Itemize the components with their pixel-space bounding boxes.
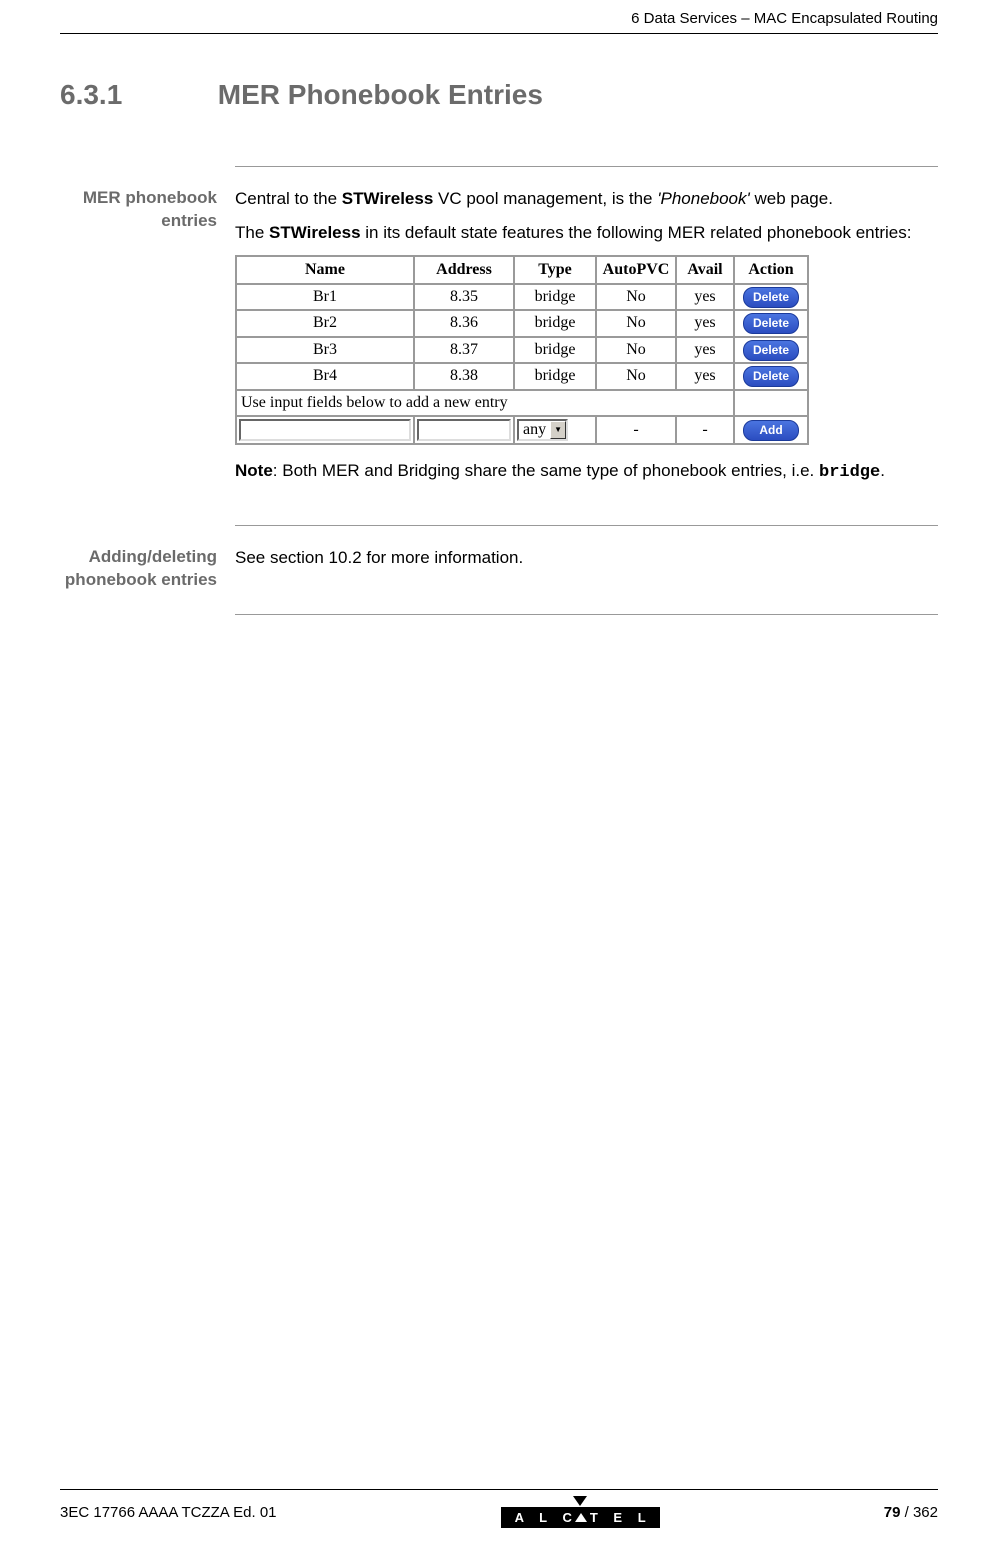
col-type: Type [514, 256, 596, 284]
add-button[interactable]: Add [743, 420, 799, 441]
table-hint-row: Use input fields below to add a new entr… [236, 390, 808, 416]
note-paragraph: Note: Both MER and Bridging share the sa… [235, 459, 938, 485]
chapter-title: 6 Data Services – MAC Encapsulated Routi… [631, 10, 938, 27]
table-header-row: Name Address Type AutoPVC Avail Action [236, 256, 808, 284]
col-address: Address [414, 256, 514, 284]
col-name: Name [236, 256, 414, 284]
table-input-row: any ▼ - - Add [236, 416, 808, 444]
chevron-down-icon: ▼ [550, 421, 566, 439]
delete-button[interactable]: Delete [743, 313, 799, 334]
triangle-up-icon [575, 1513, 587, 1522]
table-row: Br1 8.35 bridge No yes Delete [236, 284, 808, 310]
section-heading: 6.3.1 MER Phonebook Entries [0, 34, 998, 111]
section-title: MER Phonebook Entries [218, 79, 543, 110]
table-row: Br4 8.38 bridge No yes Delete [236, 363, 808, 389]
margin-label-adding: Adding/deleting phonebook entries [0, 546, 235, 592]
section-number: 6.3.1 [60, 79, 210, 111]
doc-id: 3EC 17766 AAAA TCZZA Ed. 01 [60, 1504, 277, 1521]
triangle-down-icon [573, 1496, 587, 1506]
phonebook-table: Name Address Type AutoPVC Avail Action B… [235, 255, 809, 446]
col-action: Action [734, 256, 808, 284]
delete-button[interactable]: Delete [743, 340, 799, 361]
content-block-mer-entries: MER phonebook entries Central to the STW… [0, 166, 998, 495]
body-text-adding: See section 10.2 for more information. [235, 546, 938, 592]
col-autopvc: AutoPVC [596, 256, 676, 284]
delete-button[interactable]: Delete [743, 287, 799, 308]
body-text-mer: Central to the STWireless VC pool manage… [235, 187, 938, 495]
running-header: 6 Data Services – MAC Encapsulated Routi… [0, 0, 998, 27]
content-block-adding-deleting: Adding/deleting phonebook entries See se… [0, 525, 998, 615]
address-input[interactable] [417, 419, 511, 441]
paragraph: Central to the STWireless VC pool manage… [235, 187, 938, 211]
name-input[interactable] [239, 419, 411, 441]
type-select[interactable]: any ▼ [517, 419, 568, 441]
table-row: Br2 8.36 bridge No yes Delete [236, 310, 808, 336]
table-row: Br3 8.37 bridge No yes Delete [236, 337, 808, 363]
paragraph: The STWireless in its default state feat… [235, 221, 938, 245]
col-avail: Avail [676, 256, 734, 284]
delete-button[interactable]: Delete [743, 366, 799, 387]
section-rule [235, 614, 938, 615]
paragraph: See section 10.2 for more information. [235, 546, 938, 570]
margin-label-mer: MER phonebook entries [0, 187, 235, 495]
alcatel-logo: A L CT E L [501, 1496, 660, 1528]
footer-rule [60, 1489, 938, 1490]
page-number: 79 / 362 [884, 1504, 938, 1521]
page-footer: 3EC 17766 AAAA TCZZA Ed. 01 A L CT E L 7… [0, 1489, 998, 1528]
